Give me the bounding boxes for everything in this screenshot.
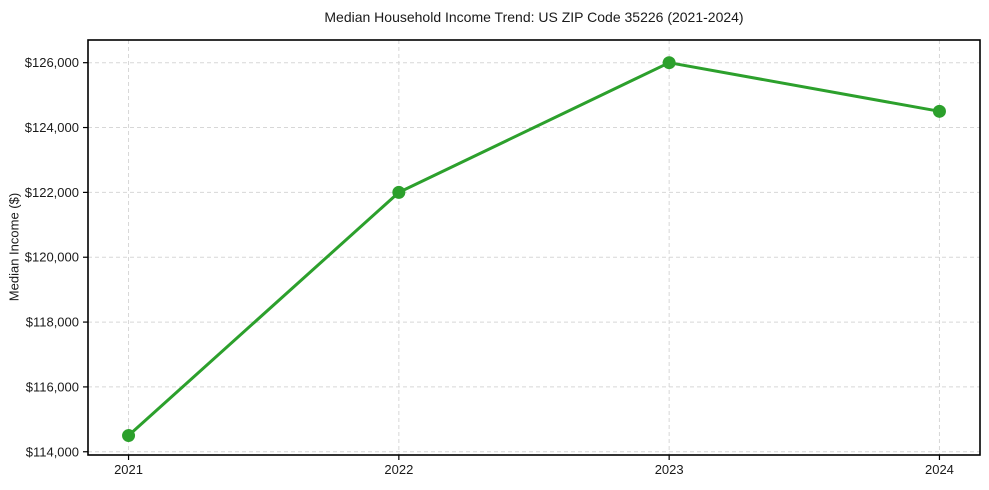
y-tick-label: $118,000 <box>26 315 79 330</box>
y-tick-label: $114,000 <box>26 444 79 459</box>
y-tick-label: $126,000 <box>25 55 79 70</box>
x-tick-label: 2021 <box>114 462 143 477</box>
data-point-2022 <box>392 185 406 199</box>
plot-border <box>87 39 981 456</box>
data-point-2021 <box>122 429 136 443</box>
y-tick-label: $116,000 <box>26 379 79 394</box>
trend-line <box>127 61 941 438</box>
y-tick-label: $124,000 <box>25 120 79 135</box>
x-tick-label: 2022 <box>384 462 413 477</box>
x-tick-label: 2024 <box>925 462 954 477</box>
y-tick-label: $120,000 <box>25 250 79 265</box>
data-point-2024 <box>932 104 946 118</box>
x-tick-label: 2023 <box>655 462 684 477</box>
data-point-2023 <box>662 56 676 70</box>
y-tick-label: $122,000 <box>25 185 79 200</box>
chart-title: Median Household Income Trend: US ZIP Co… <box>324 9 744 25</box>
